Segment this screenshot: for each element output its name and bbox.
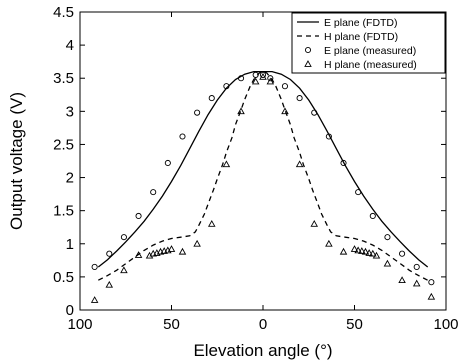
- data-point-e-measured: [384, 234, 391, 241]
- data-point-e-measured: [208, 95, 215, 102]
- data-point-e-measured: [281, 83, 289, 90]
- y-tick-label: 2: [66, 170, 74, 187]
- data-point-e-measured: [91, 263, 98, 271]
- x-tick-label: 50: [163, 316, 180, 333]
- legend: E plane (FDTD) H plane (FDTD) E plane (mea…: [291, 12, 446, 74]
- data-point-h-measured: [251, 77, 260, 85]
- y-tick-label: 4: [66, 37, 74, 54]
- data-point-e-measured: [106, 250, 113, 257]
- data-point-h-measured: [358, 247, 366, 254]
- data-point-h-measured: [372, 251, 381, 259]
- data-point-h-measured: [398, 276, 406, 284]
- data-point-h-measured: [222, 160, 231, 168]
- data-point-e-measured: [223, 83, 230, 90]
- data-point-h-measured: [207, 219, 216, 227]
- data-point-h-measured: [134, 251, 143, 258]
- series-line-e-plane-fdtd: [97, 70, 429, 268]
- data-point-h-measured: [90, 296, 99, 303]
- data-point-h-measured: [339, 247, 348, 255]
- data-point-h-measured: [365, 249, 373, 256]
- x-tick-label: 100: [67, 316, 92, 333]
- series-3: [90, 72, 436, 303]
- legend-box: [291, 12, 446, 74]
- data-point-h-measured: [350, 245, 359, 252]
- y-tick-label: 1.5: [53, 203, 74, 220]
- data-point-h-measured: [325, 239, 333, 247]
- x-tick-label: 0: [259, 316, 267, 333]
- data-point-h-measured: [383, 259, 392, 267]
- y-tick-label: 0.5: [53, 269, 74, 286]
- data-point-h-measured: [167, 245, 176, 252]
- data-point-h-measured: [412, 279, 421, 287]
- x-axis-label: Elevation angle (°): [193, 341, 332, 360]
- y-tick-label: 4.5: [53, 4, 74, 21]
- data-point-h-measured: [354, 246, 362, 254]
- data-point-h-measured: [369, 249, 377, 257]
- data-point-e-measured: [369, 212, 376, 220]
- legend-entry-label: H plane (measured): [324, 59, 417, 71]
- data-point-h-measured: [266, 77, 275, 85]
- y-tick-label: 0: [66, 302, 74, 319]
- series-0: [97, 70, 429, 268]
- data-point-e-measured: [135, 212, 142, 220]
- y-axis-label: Output voltage (V): [7, 92, 26, 230]
- data-point-e-measured: [259, 71, 267, 78]
- data-point-h-measured: [259, 72, 267, 80]
- series-1: [98, 70, 428, 281]
- y-tick-label: 1: [66, 236, 74, 253]
- data-point-e-measured: [150, 189, 157, 196]
- data-point-e-measured: [413, 263, 420, 271]
- legend-entry-label: E plane (measured): [324, 45, 416, 57]
- data-point-e-measured: [311, 109, 318, 116]
- x-tick-label: 50: [346, 316, 363, 333]
- data-point-h-measured: [178, 247, 187, 255]
- data-point-h-measured: [310, 219, 319, 227]
- plot-layer: [90, 70, 436, 303]
- data-point-e-measured: [120, 234, 127, 241]
- legend-swatch-triangle: [304, 60, 312, 67]
- data-point-e-measured: [194, 109, 201, 116]
- data-point-e-measured: [340, 159, 347, 167]
- data-point-h-measured: [120, 266, 128, 274]
- data-point-e-measured: [296, 95, 303, 102]
- y-tick-label: 2.5: [53, 136, 74, 153]
- legend-entry-label: E plane (FDTD): [324, 17, 398, 29]
- data-point-e-measured: [267, 75, 274, 82]
- legend-entry-label: H plane (FDTD): [324, 31, 398, 43]
- data-point-e-measured: [355, 189, 362, 196]
- data-point-e-measured: [252, 71, 259, 78]
- data-point-h-measured: [237, 107, 245, 115]
- y-tick-label: 3.5: [53, 70, 74, 87]
- y-tick-label: 3: [66, 103, 74, 120]
- data-point-e-measured: [399, 250, 406, 257]
- series-line-h-plane-fdtd: [98, 70, 428, 281]
- data-point-h-measured: [295, 160, 304, 168]
- data-point-h-measured: [361, 247, 370, 255]
- data-point-e-measured: [237, 75, 245, 82]
- data-point-e-measured: [179, 133, 186, 140]
- data-point-h-measured: [193, 239, 201, 247]
- x-tick-label: 100: [433, 316, 458, 333]
- data-point-h-measured: [427, 292, 436, 300]
- data-point-h-measured: [281, 107, 289, 115]
- series-2: [91, 71, 435, 286]
- data-point-e-measured: [164, 159, 171, 167]
- data-point-h-measured: [105, 280, 114, 288]
- data-point-e-measured: [325, 133, 332, 140]
- data-point-e-measured: [428, 279, 435, 286]
- legend-swatch-circle: [304, 46, 312, 54]
